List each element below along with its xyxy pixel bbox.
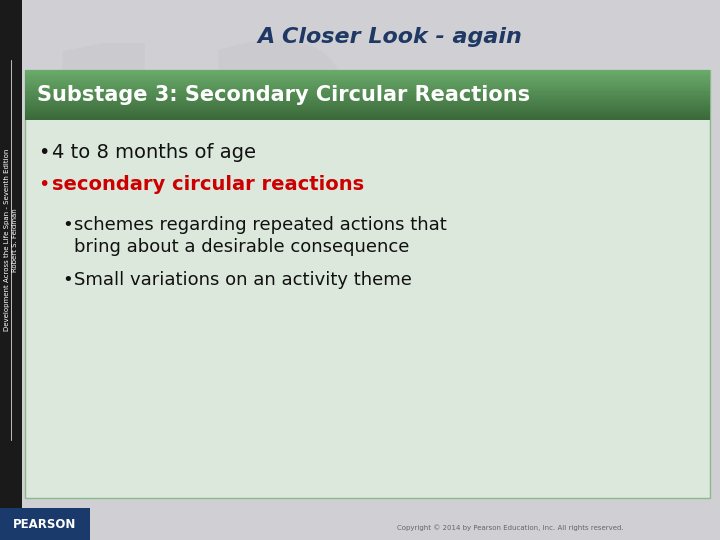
Text: bring about a desirable consequence: bring about a desirable consequence xyxy=(74,238,410,256)
Bar xyxy=(25,91,710,93)
Bar xyxy=(25,108,710,110)
Bar xyxy=(25,70,710,72)
Bar xyxy=(25,113,710,115)
Bar xyxy=(25,105,710,107)
Text: •: • xyxy=(62,216,73,234)
Bar xyxy=(25,83,710,85)
Text: Robert S. Feldman: Robert S. Feldman xyxy=(12,208,18,272)
Bar xyxy=(25,98,710,100)
Text: A Closer Look - again: A Closer Look - again xyxy=(258,27,523,47)
Bar xyxy=(25,111,710,113)
Text: 12: 12 xyxy=(464,359,696,522)
Bar xyxy=(25,71,710,73)
Bar xyxy=(25,88,710,90)
Bar xyxy=(25,99,710,102)
Bar xyxy=(25,94,710,97)
Bar xyxy=(25,103,710,105)
Text: 12: 12 xyxy=(36,36,364,264)
Text: Development Across the Life Span - Seventh Edition: Development Across the Life Span - Seven… xyxy=(4,149,10,331)
Bar xyxy=(25,86,710,89)
Bar xyxy=(25,79,710,82)
Bar xyxy=(25,73,710,75)
Text: secondary circular reactions: secondary circular reactions xyxy=(52,176,364,194)
Bar xyxy=(25,101,710,103)
Bar xyxy=(0,0,22,540)
Bar xyxy=(25,81,710,83)
Text: •: • xyxy=(62,271,73,289)
Text: Copyright © 2014 by Pearson Education, Inc. All rights reserved.: Copyright © 2014 by Pearson Education, I… xyxy=(397,525,624,531)
Bar xyxy=(25,70,710,498)
Bar xyxy=(25,93,710,95)
Bar xyxy=(25,118,710,120)
Bar xyxy=(25,75,710,77)
Bar xyxy=(25,116,710,118)
Text: •: • xyxy=(38,143,50,161)
Bar xyxy=(25,106,710,109)
Text: schemes regarding repeated actions that: schemes regarding repeated actions that xyxy=(74,216,446,234)
Bar xyxy=(25,96,710,98)
Bar xyxy=(25,90,710,92)
Bar xyxy=(25,84,710,86)
Bar xyxy=(25,114,710,117)
Bar xyxy=(25,76,710,78)
Text: •: • xyxy=(38,176,50,194)
Bar xyxy=(25,110,710,112)
Bar xyxy=(25,78,710,80)
Text: 4 to 8 months of age: 4 to 8 months of age xyxy=(52,143,256,161)
Text: PEARSON: PEARSON xyxy=(13,517,77,530)
Bar xyxy=(0,508,90,540)
Text: Small variations on an activity theme: Small variations on an activity theme xyxy=(74,271,412,289)
Text: Substage 3: Secondary Circular Reactions: Substage 3: Secondary Circular Reactions xyxy=(37,85,530,105)
